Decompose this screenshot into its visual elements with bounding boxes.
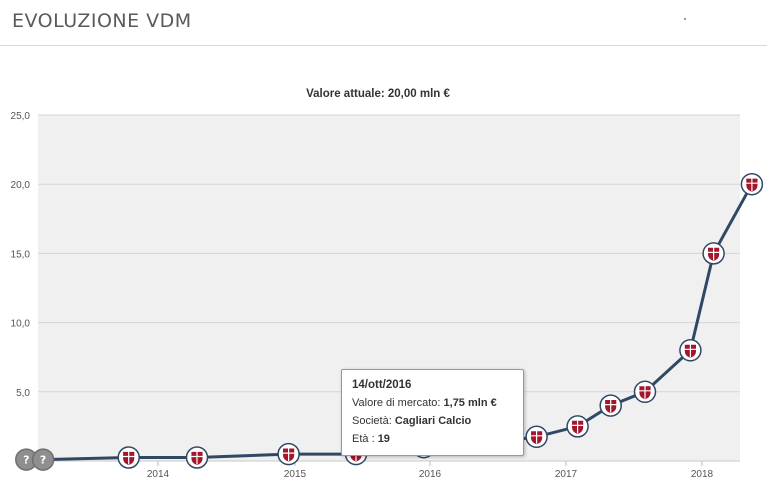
data-point[interactable] <box>566 415 589 438</box>
data-point[interactable] <box>633 380 657 404</box>
chart-title: Valore attuale: 20,00 mln € <box>306 88 450 100</box>
tooltip-age-label: Età : <box>352 433 375 445</box>
svg-text:?: ? <box>40 454 46 467</box>
data-point[interactable]: ? <box>31 448 55 471</box>
tooltip-value: 1,75 mln € <box>443 397 497 409</box>
x-tick-label: 2018 <box>691 469 714 480</box>
y-tick-label: 15,0 <box>11 249 31 260</box>
tooltip-date: 14/ott/2016 <box>352 379 412 391</box>
data-point[interactable] <box>117 446 140 469</box>
y-tick-label: 5,0 <box>16 388 30 399</box>
data-point[interactable] <box>702 242 725 265</box>
section-title: EVOLUZIONE VDM <box>12 10 192 32</box>
tooltip-value-label: Valore di mercato: <box>352 397 441 409</box>
point-tooltip: 14/ott/2016 Valore di mercato: 1,75 mln … <box>341 369 524 456</box>
tooltip-age: 19 <box>377 433 390 445</box>
data-point[interactable] <box>599 394 622 417</box>
y-tick-label: 10,0 <box>11 319 31 330</box>
x-tick-label: 2017 <box>555 469 578 480</box>
tooltip-club: Cagliari Calcio <box>394 415 472 427</box>
data-point[interactable] <box>525 425 548 449</box>
svg-text:?: ? <box>23 454 29 467</box>
x-tick-label: 2016 <box>419 469 442 480</box>
data-point[interactable] <box>185 446 209 469</box>
data-point[interactable] <box>277 442 300 466</box>
x-tick-label: 2014 <box>147 469 170 480</box>
y-tick-label: 25,0 <box>11 111 31 122</box>
section-header: EVOLUZIONE VDM <box>0 0 767 46</box>
tooltip-club-label: Società: <box>352 415 392 427</box>
data-point[interactable] <box>740 172 764 196</box>
x-tick-label: 2015 <box>284 469 307 480</box>
y-tick-label: 20,0 <box>11 180 31 191</box>
decor-dot <box>684 18 686 20</box>
data-point[interactable] <box>679 339 702 362</box>
